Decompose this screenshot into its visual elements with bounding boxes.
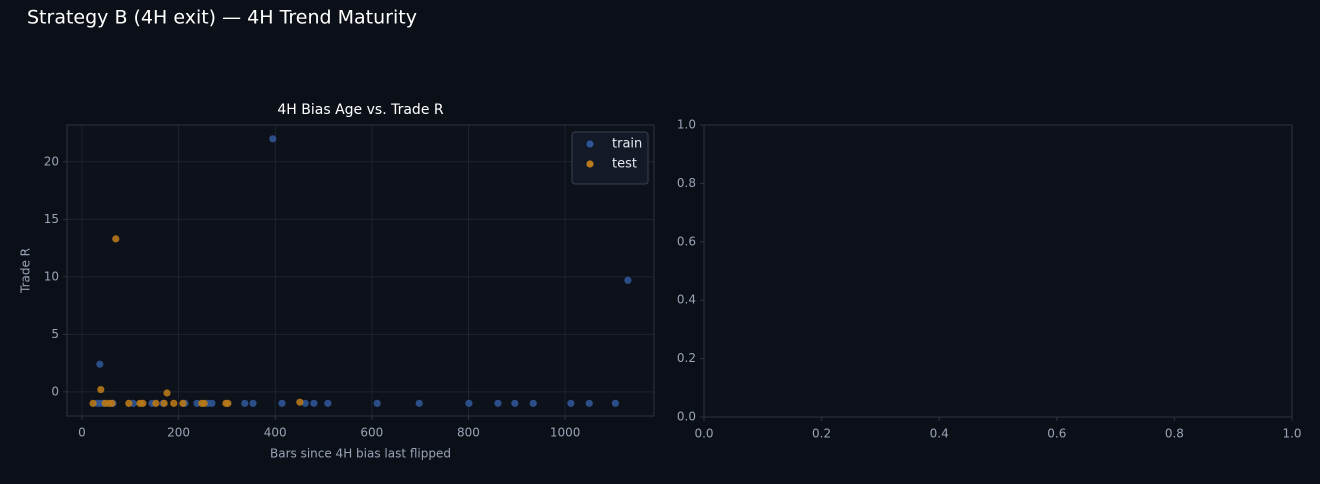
point (269, 135, 277, 143)
point (208, 399, 216, 407)
y-tick-label: 1.0 (677, 118, 696, 132)
point (296, 398, 304, 406)
point (373, 399, 381, 407)
point (179, 399, 187, 407)
point (170, 399, 178, 407)
legend-label: train (612, 137, 642, 152)
point (152, 399, 160, 407)
y-tick-label: 0.6 (677, 234, 696, 248)
point (249, 399, 257, 407)
point (139, 399, 147, 407)
point (200, 399, 208, 407)
point (163, 389, 171, 397)
chart-title: 4H Bias Age vs. Trade R (277, 102, 443, 118)
x-tick-label: 200 (167, 426, 190, 440)
point (112, 235, 120, 243)
x-tick-label: 1.0 (1282, 427, 1301, 441)
point (624, 276, 632, 284)
y-tick-label: 0 (51, 384, 59, 398)
y-tick-label: 20 (44, 154, 59, 168)
axes-frame (703, 124, 1293, 418)
x-tick-label: 600 (360, 426, 383, 440)
legend-marker (586, 160, 594, 168)
point (224, 399, 232, 407)
x-tick-label: 0.6 (1047, 427, 1066, 441)
point (611, 399, 619, 407)
point (415, 399, 423, 407)
x-tick-label: 0.0 (694, 427, 713, 441)
plot-area (704, 125, 1292, 417)
point (465, 399, 473, 407)
x-tick-label: 0 (78, 426, 86, 440)
plot-area (67, 125, 654, 416)
y-axis-label: Trade R (19, 248, 33, 294)
y-tick-label: 5 (51, 327, 59, 341)
point (278, 399, 286, 407)
point (96, 360, 104, 368)
y-tick-label: 0.8 (677, 176, 696, 190)
point (494, 399, 502, 407)
x-tick-label: 800 (457, 426, 480, 440)
x-axis-label: Bars since 4H bias last flipped (270, 447, 451, 461)
y-tick-label: 10 (44, 269, 59, 283)
point (97, 385, 105, 394)
legend-marker (586, 140, 594, 148)
point (310, 399, 318, 407)
point (89, 399, 97, 407)
point (108, 399, 116, 407)
point (511, 399, 519, 407)
axes-frame (66, 124, 655, 417)
point (324, 399, 332, 407)
point (567, 399, 575, 407)
point (241, 399, 249, 407)
y-tick-label: 0.4 (677, 293, 696, 307)
y-tick-label: 0.0 (677, 410, 696, 424)
x-tick-label: 1000 (550, 426, 581, 440)
x-tick-label: 0.2 (812, 427, 831, 441)
legend-label: test (612, 157, 637, 172)
x-tick-label: 400 (264, 426, 287, 440)
point (160, 399, 168, 407)
legend: train test (571, 131, 649, 185)
x-tick-label: 0.8 (1165, 427, 1184, 441)
point (125, 399, 133, 407)
point (585, 399, 593, 407)
point (529, 399, 537, 407)
x-tick-label: 0.4 (930, 427, 949, 441)
y-tick-label: 15 (44, 212, 59, 226)
y-tick-label: 0.2 (677, 351, 696, 365)
figure-title: Strategy B (4H exit) — 4H Trend Maturity (27, 7, 417, 29)
